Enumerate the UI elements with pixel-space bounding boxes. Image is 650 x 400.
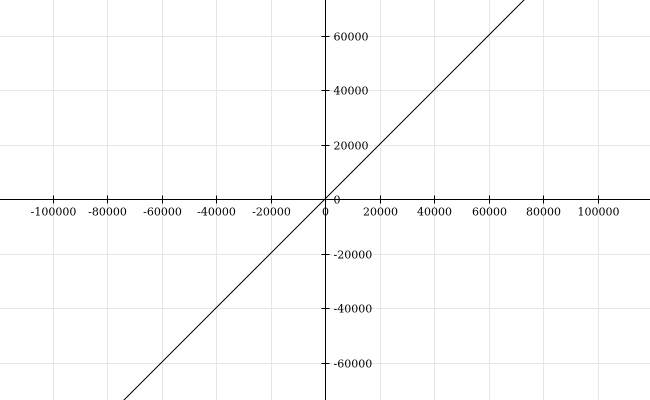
x-tick-label: 80000 <box>526 206 561 219</box>
x-tick-label: -80000 <box>88 206 127 219</box>
x-tick-label: 0 <box>322 206 329 219</box>
y-tick-label: 60000 <box>334 31 369 44</box>
y-tick-label: -40000 <box>334 303 373 316</box>
x-tick-label: -20000 <box>252 206 291 219</box>
x-tick-label: -40000 <box>197 206 236 219</box>
y-tick-label: 0 <box>334 194 341 207</box>
y-tick-label: -20000 <box>334 249 373 262</box>
y-tick-label: -60000 <box>334 358 373 371</box>
tick-labels: -100000 -80000 -60000 -40000 -20000 0 20000 400… <box>31 31 620 371</box>
y-tick-label: 40000 <box>334 85 369 98</box>
x-tick-label: 100000 <box>578 206 620 219</box>
x-tick-label: 20000 <box>363 206 398 219</box>
x-tick-label: 60000 <box>472 206 507 219</box>
x-tick-label: 40000 <box>417 206 452 219</box>
x-tick-label: -60000 <box>143 206 182 219</box>
y-tick-label: 20000 <box>334 140 369 153</box>
x-tick-label: -100000 <box>31 206 77 219</box>
